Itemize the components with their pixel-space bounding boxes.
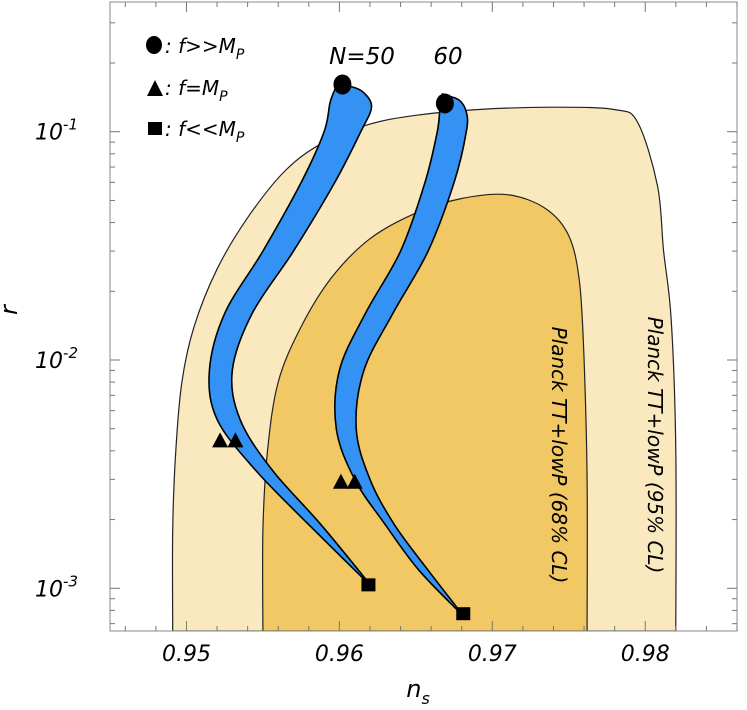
label-planck-95: Planck TT+lowP (95% CL) [643,317,667,574]
y-tick-label: 10-2 [35,344,78,374]
ticks-layer: 0.95 0.96 0.97 0.98 10-3 10-2 10-1 [35,2,738,667]
marker-triangle-5 [346,473,363,489]
x-tick-label: 0.98 [621,642,670,667]
marker-square-7 [456,607,471,621]
y-axis-title: r [0,303,23,315]
label-planck-68: Planck TT+lowP (68% CL) [547,327,571,584]
annotation-n50: N=50 [329,44,395,70]
legend-entry-square: : f<<MP [165,117,245,146]
y-tick-label: 10-1 [35,116,78,146]
x-tick-label: 0.97 [468,642,517,667]
legend-entry-circle: : f>>MP [165,34,245,63]
legend-square-marker [148,122,162,135]
marker-triangle-3 [227,432,244,448]
marker-circle-0 [333,74,352,95]
marker-triangle-2 [212,432,229,448]
x-axis-title: ns [406,675,430,708]
x-tick-label: 0.95 [162,642,211,667]
markers-layer [212,74,471,621]
legend-circle-marker [146,36,162,54]
legend-entry-triangle: : f=MP [165,76,228,105]
y-tick-label: 10-3 [35,572,78,602]
region-planck-68 [261,193,588,631]
annotation-n60: 60 [433,44,462,70]
legend: : f>>MP : f=MP : f<<MP [146,34,245,146]
marker-circle-1 [435,93,454,114]
x-tick-label: 0.96 [315,642,364,667]
plot-frame [109,1,738,632]
marker-square-6 [361,578,376,592]
legend-triangle-marker [147,80,163,96]
marker-triangle-4 [332,473,349,489]
